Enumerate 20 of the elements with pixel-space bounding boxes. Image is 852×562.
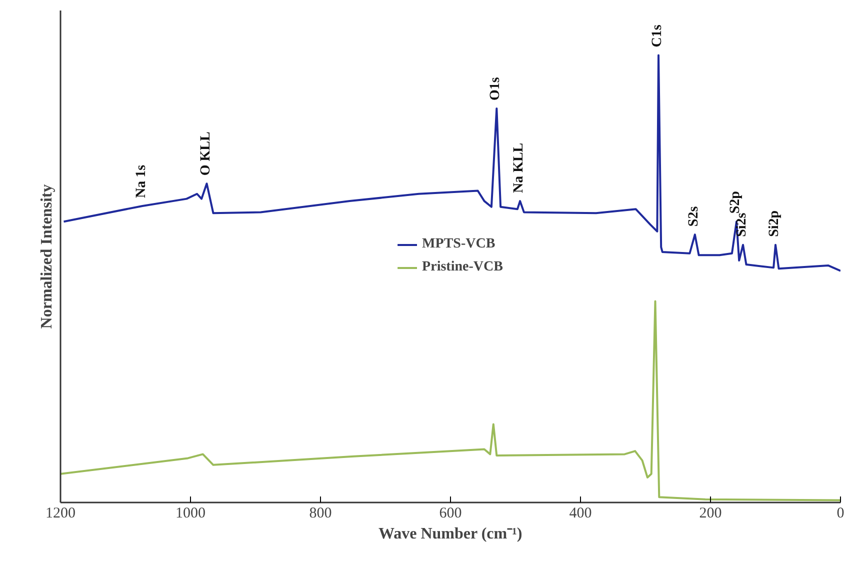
y-axis-title: Normalized Intensity [38,184,56,329]
x-tick-label: 1000 [176,506,206,522]
annotation: S2p [728,190,743,214]
x-axis-title: Wave Number (cm⁻¹) [378,526,522,542]
x-tick-label: 200 [699,506,722,522]
annotation: O1s [488,76,504,100]
x-tick-label: 0 [836,506,844,522]
annotation: C1s [650,24,665,48]
x-tick-label: 400 [569,506,592,522]
annotation: Si2p [767,210,782,237]
legend-label: MPTS-VCB [422,236,496,252]
annotation: Si2s [734,212,750,237]
annotation: O KLL [198,132,214,176]
annotation: Na KLL [512,142,527,194]
annotation: S2s [686,206,702,227]
x-tick-label: 800 [309,506,332,522]
annotation: Na 1s [134,164,149,198]
legend-label: Pristine-VCB [422,260,503,276]
x-tick-label: 1200 [46,506,76,522]
x-tick-label: 600 [439,506,462,522]
